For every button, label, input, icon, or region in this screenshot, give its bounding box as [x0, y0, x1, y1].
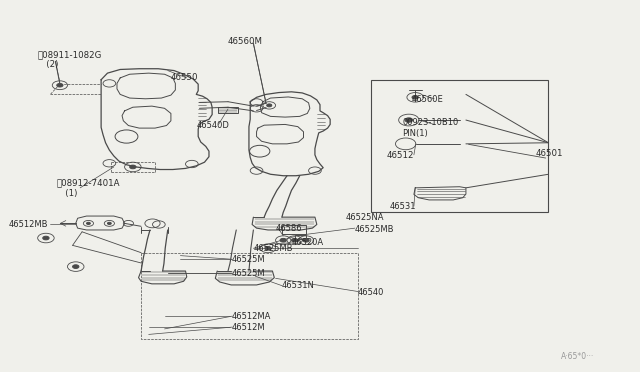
Circle shape — [280, 238, 286, 242]
Text: 46540: 46540 — [358, 288, 385, 297]
Circle shape — [72, 265, 79, 269]
Text: ⓝ08912-7401A
   (1): ⓝ08912-7401A (1) — [57, 178, 120, 198]
Text: 46512MB: 46512MB — [9, 220, 49, 229]
Text: 46560M: 46560M — [228, 37, 263, 46]
Circle shape — [303, 238, 309, 242]
Text: 46525MB: 46525MB — [253, 244, 293, 253]
Circle shape — [267, 104, 272, 107]
Text: 46525M: 46525M — [231, 255, 265, 264]
Text: 46520A: 46520A — [291, 238, 324, 247]
Circle shape — [57, 83, 63, 87]
Text: 46560E: 46560E — [412, 95, 444, 105]
Circle shape — [265, 247, 271, 250]
Circle shape — [108, 222, 111, 224]
Text: 46512M: 46512M — [231, 323, 265, 331]
Bar — [294, 235, 306, 239]
Bar — [282, 225, 306, 234]
Text: 46540D: 46540D — [196, 121, 229, 130]
Text: 46531: 46531 — [390, 202, 416, 211]
Text: 46586: 46586 — [276, 224, 302, 232]
Text: 46550: 46550 — [171, 73, 198, 83]
Text: 46512MA: 46512MA — [231, 312, 271, 321]
Text: 46525NA: 46525NA — [346, 213, 384, 222]
Text: 00923-10B10
PIN(1): 00923-10B10 PIN(1) — [403, 118, 459, 138]
Bar — [218, 107, 237, 113]
Circle shape — [130, 165, 136, 169]
Text: 46525MB: 46525MB — [355, 225, 394, 234]
Circle shape — [86, 222, 90, 224]
Text: 46525M: 46525M — [231, 269, 265, 278]
Bar — [371, 80, 548, 212]
Text: A·65*0···: A·65*0··· — [561, 352, 595, 361]
Text: ⓝ08911-1082G
   (2): ⓝ08911-1082G (2) — [38, 50, 102, 69]
Circle shape — [405, 118, 413, 122]
Circle shape — [412, 96, 419, 99]
Text: 46512: 46512 — [387, 151, 414, 160]
Text: 46531N: 46531N — [282, 281, 315, 290]
Text: 46501: 46501 — [536, 148, 563, 157]
Circle shape — [291, 238, 298, 242]
Circle shape — [43, 236, 49, 240]
